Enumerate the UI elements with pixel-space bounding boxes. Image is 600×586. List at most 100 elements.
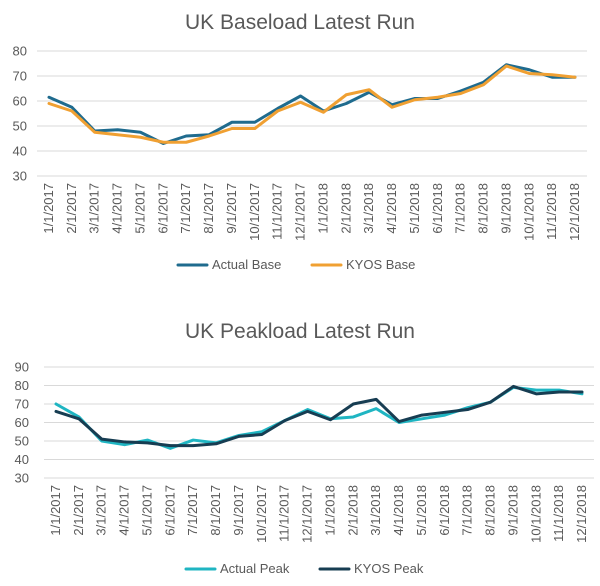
data-point <box>482 83 485 86</box>
x-tick-label: 8/1/2018 <box>476 183 491 234</box>
x-tick-label: 2/1/2017 <box>64 183 79 234</box>
data-point <box>77 417 81 420</box>
x-tick-label: 7/1/2017 <box>185 485 200 536</box>
x-tick-label: 5/1/2018 <box>407 183 422 234</box>
data-point <box>100 437 103 441</box>
x-tick-label: 9/1/2017 <box>231 485 246 536</box>
data-point <box>459 92 462 95</box>
y-tick-label: 60 <box>13 94 27 109</box>
x-tick-label: 9/1/2017 <box>224 183 239 234</box>
data-point <box>123 443 126 446</box>
x-tick-label: 5/1/2017 <box>132 183 147 234</box>
data-point <box>169 444 172 447</box>
x-tick-label: 5/1/2018 <box>414 485 429 536</box>
data-point <box>436 96 439 99</box>
data-point <box>47 96 51 99</box>
data-point <box>557 390 561 394</box>
data-point <box>169 447 172 450</box>
data-point <box>260 430 264 433</box>
data-point <box>54 402 58 406</box>
data-point <box>550 73 554 76</box>
data-point <box>116 133 119 136</box>
data-point <box>230 121 234 124</box>
x-tick-label: 4/1/2018 <box>391 485 406 536</box>
series-line-2 <box>47 64 577 144</box>
data-point <box>146 441 149 445</box>
data-point <box>443 413 446 417</box>
data-point <box>276 109 279 113</box>
data-point <box>397 420 401 423</box>
chart-title: UK Peakload Latest Run <box>185 320 415 343</box>
data-point <box>367 88 371 91</box>
data-point <box>489 400 492 404</box>
data-point <box>512 385 515 388</box>
data-point <box>443 411 446 414</box>
data-point <box>253 121 257 124</box>
data-point <box>374 398 378 401</box>
chart-2: UK Peakload Latest Run 30 40 50 60 70 80 90 1/1/… <box>15 320 594 576</box>
x-tick-label: 5/1/2017 <box>139 485 154 536</box>
data-point <box>466 408 469 411</box>
x-tick-label: 8/1/2018 <box>483 485 498 536</box>
data-point <box>214 442 218 445</box>
data-point <box>352 415 355 419</box>
x-tick-label: 3/1/2017 <box>94 485 109 536</box>
data-point <box>528 68 531 71</box>
data-point <box>413 98 417 101</box>
x-tick-label: 3/1/2018 <box>368 485 383 536</box>
x-tick-label: 11/1/2017 <box>277 485 292 542</box>
data-point <box>283 419 286 422</box>
x-tick-label: 7/1/2017 <box>178 183 193 234</box>
y-tick-label: 40 <box>15 452 29 467</box>
data-point <box>420 417 424 420</box>
chart-title: UK Baseload Latest Run <box>185 11 415 34</box>
data-point <box>162 141 165 144</box>
data-point <box>573 76 577 79</box>
data-point <box>299 101 302 104</box>
y-tick-label: 40 <box>13 144 27 159</box>
x-tick-label: 7/1/2018 <box>460 485 475 536</box>
legend-label: Actual Base <box>212 257 281 272</box>
x-tick-label: 2/1/2017 <box>71 485 86 536</box>
data-point <box>420 413 424 417</box>
data-point <box>276 107 279 110</box>
y-tick-label: 30 <box>13 169 27 184</box>
x-tick-label: 9/1/2018 <box>505 485 520 536</box>
y-tick-label: 60 <box>15 415 29 430</box>
x-tick-label: 3/1/2018 <box>361 183 376 234</box>
data-point <box>70 109 74 113</box>
x-tick-label: 2/1/2018 <box>338 183 353 234</box>
series-line-1 <box>47 63 577 145</box>
x-tick-label: 4/1/2017 <box>117 485 132 536</box>
data-point <box>192 438 195 442</box>
y-tick-label: 50 <box>15 434 29 449</box>
data-point <box>505 64 508 68</box>
x-tick-label: 8/1/2017 <box>201 183 216 234</box>
y-tick-label: 90 <box>15 360 29 375</box>
data-point <box>580 390 584 394</box>
x-tick-label: 10/1/2017 <box>254 485 269 543</box>
data-point <box>185 141 188 144</box>
x-tick-label: 6/1/2018 <box>430 183 445 234</box>
data-point <box>54 410 58 413</box>
data-point <box>322 111 325 114</box>
x-tick-label: 1/1/2018 <box>322 485 337 536</box>
data-point <box>535 388 538 392</box>
x-tick-label: 12/1/2018 <box>567 183 582 241</box>
series-line-2 <box>54 384 584 448</box>
data-point <box>70 106 74 109</box>
series-line-1 <box>54 385 584 450</box>
x-tick-label: 1/1/2018 <box>315 183 330 234</box>
x-tick-label: 4/1/2018 <box>384 183 399 234</box>
y-tick-label: 70 <box>15 397 29 412</box>
data-point <box>345 102 348 105</box>
y-tick-label: 80 <box>13 44 27 59</box>
x-tick-label: 8/1/2017 <box>208 485 223 536</box>
x-tick-label: 12/1/2018 <box>574 485 589 543</box>
data-point <box>535 392 538 396</box>
data-point <box>185 134 188 138</box>
x-tick-label: 12/1/2017 <box>300 485 315 543</box>
x-tick-label: 1/1/2017 <box>41 183 56 234</box>
legend-label: KYOS Peak <box>354 561 424 576</box>
